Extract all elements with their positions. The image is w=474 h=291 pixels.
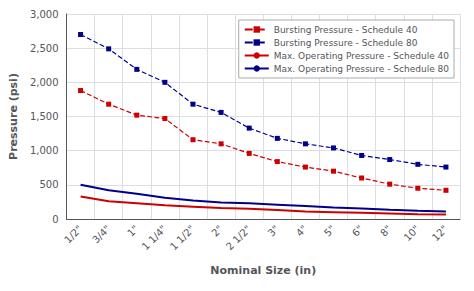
- svg-text:8": 8": [378, 223, 394, 239]
- svg-text:1 1/4": 1 1/4": [140, 223, 169, 252]
- svg-text:500: 500: [39, 179, 58, 190]
- svg-text:3": 3": [266, 223, 282, 239]
- svg-text:1/2": 1/2": [62, 223, 84, 245]
- svg-text:1": 1": [125, 223, 141, 239]
- svg-text:2": 2": [209, 223, 225, 239]
- svg-text:Max. Operating Pressure - Sche: Max. Operating Pressure - Schedule 80: [274, 64, 450, 74]
- svg-text:4": 4": [294, 223, 310, 239]
- svg-text:0: 0: [52, 214, 58, 225]
- svg-text:1,000: 1,000: [30, 145, 59, 156]
- svg-text:Bursting Pressure - Schedule 4: Bursting Pressure - Schedule 40: [274, 25, 418, 35]
- svg-text:2,500: 2,500: [30, 43, 59, 54]
- svg-text:1,500: 1,500: [30, 111, 59, 122]
- svg-text:Nominal Size (in): Nominal Size (in): [210, 264, 316, 277]
- svg-text:2 1/2": 2 1/2": [224, 223, 253, 252]
- svg-text:Bursting Pressure - Schedule 8: Bursting Pressure - Schedule 80: [274, 38, 418, 48]
- svg-text:5": 5": [322, 223, 338, 239]
- svg-text:3,000: 3,000: [30, 9, 59, 20]
- svg-text:6": 6": [350, 223, 366, 239]
- svg-text:12": 12": [430, 223, 450, 243]
- svg-text:Max. Operating Pressure - Sche: Max. Operating Pressure - Schedule 40: [274, 51, 450, 61]
- svg-text:1 1/2": 1 1/2": [168, 223, 197, 252]
- svg-text:2,000: 2,000: [30, 77, 59, 88]
- svg-text:Pressure (psi): Pressure (psi): [7, 73, 20, 160]
- svg-text:3/4": 3/4": [90, 223, 112, 245]
- svg-text:10": 10": [402, 223, 422, 243]
